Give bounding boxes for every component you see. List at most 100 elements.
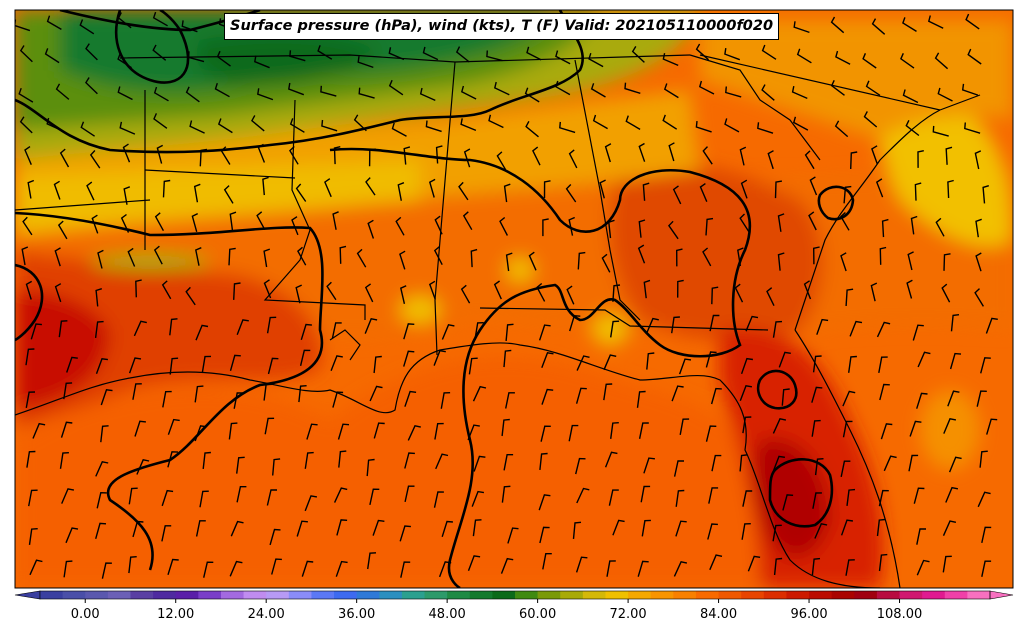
colorbar-max-extend	[989, 590, 1014, 600]
wind-barb	[643, 457, 655, 474]
wind-barb	[19, 45, 33, 63]
colorbar-swatch	[515, 591, 539, 599]
wind-barb	[862, 53, 877, 69]
wind-barb	[608, 219, 615, 239]
colorbar-ticks	[84, 599, 901, 603]
wind-barb	[917, 351, 931, 368]
wind-barb	[433, 246, 443, 266]
wind-barb	[32, 422, 46, 439]
wind-barb	[422, 46, 439, 61]
wind-barb	[493, 81, 510, 96]
wind-barb	[980, 357, 991, 374]
wind-barb	[195, 520, 206, 537]
wind-barb	[499, 216, 509, 236]
wind-barb	[945, 146, 953, 165]
wind-barb	[467, 424, 480, 441]
pressure-isobars	[15, 10, 855, 588]
wind-barb	[193, 183, 201, 203]
wind-barb	[433, 349, 446, 366]
colorbar-swatch	[876, 591, 901, 599]
wind-barb	[781, 388, 790, 406]
wind-barb	[95, 461, 109, 477]
wind-barb	[291, 216, 299, 236]
wind-barb	[233, 392, 244, 409]
wind-barb	[369, 488, 380, 506]
wind-barb	[54, 283, 62, 303]
wind-barb	[814, 522, 828, 539]
wind-barb	[875, 178, 884, 198]
wind-barb	[942, 555, 952, 573]
wind-barb	[202, 451, 211, 469]
wind-barb	[264, 417, 275, 435]
colorbar-swatch	[537, 591, 561, 599]
wind-barb	[816, 318, 829, 335]
wind-barb	[440, 392, 451, 409]
wind-barb	[792, 116, 809, 131]
wind-barb	[671, 316, 680, 334]
wind-barb	[976, 390, 987, 407]
wind-barb	[404, 485, 415, 503]
wind-barb	[536, 282, 546, 302]
wind-barb	[30, 323, 42, 340]
wind-barb	[811, 419, 821, 437]
wind-barb	[229, 560, 243, 577]
wind-barb	[332, 391, 344, 408]
wind-barb	[403, 323, 415, 340]
wind-barb	[369, 385, 383, 402]
wind-barb	[675, 489, 685, 507]
wind-barb	[364, 318, 378, 334]
wind-barb	[297, 246, 307, 266]
wind-barb	[668, 142, 675, 162]
wind-barb	[947, 179, 954, 199]
wind-barb	[637, 244, 646, 264]
wind-barb	[524, 87, 540, 103]
wind-barb	[299, 349, 311, 366]
wind-barb	[608, 489, 619, 506]
colorbar-swatch	[62, 591, 86, 599]
wind-barb	[257, 88, 274, 101]
colorbar-swatch	[967, 591, 991, 599]
wind-barb	[695, 43, 710, 61]
wind-barb	[834, 120, 849, 138]
wind-barb	[161, 489, 174, 507]
wind-barb	[58, 320, 68, 338]
wind-barb	[460, 85, 477, 100]
wind-barb	[543, 180, 551, 199]
wind-barb	[507, 527, 519, 544]
wind-barb	[100, 425, 109, 443]
colorbar-swatch	[718, 591, 742, 599]
wind-barb	[948, 456, 962, 473]
wind-barb	[434, 422, 444, 440]
wind-barb	[117, 53, 132, 69]
wind-barb	[28, 489, 38, 507]
wind-barb	[879, 246, 887, 265]
wind-barb	[642, 182, 650, 201]
wind-barb	[455, 46, 470, 63]
wind-barb	[943, 418, 957, 434]
wind-barb	[842, 420, 853, 438]
wind-barb	[296, 520, 308, 537]
wind-barb	[707, 523, 718, 540]
colorbar-swatch	[401, 591, 426, 599]
wind-barb	[203, 561, 214, 578]
colorbar-swatch	[266, 591, 290, 599]
wind-barb	[162, 390, 172, 408]
wind-barb	[89, 150, 101, 169]
wind-barb	[295, 183, 307, 202]
wind-barb	[965, 13, 980, 30]
wind-barb	[195, 324, 209, 341]
wind-barb	[906, 279, 913, 299]
colorbar-swatch	[288, 591, 312, 599]
colorbar-swatch	[40, 591, 64, 599]
wind-barb	[724, 118, 740, 133]
wind-barb	[981, 560, 992, 577]
wind-barb	[324, 178, 332, 198]
wind-barb	[54, 247, 61, 267]
wind-barb	[19, 116, 33, 134]
wind-barb	[123, 186, 131, 205]
wind-barb	[397, 182, 405, 201]
wind-barb	[63, 560, 73, 578]
wind-barb	[79, 19, 95, 35]
wind-barb	[740, 179, 748, 199]
wind-barb	[830, 16, 845, 34]
